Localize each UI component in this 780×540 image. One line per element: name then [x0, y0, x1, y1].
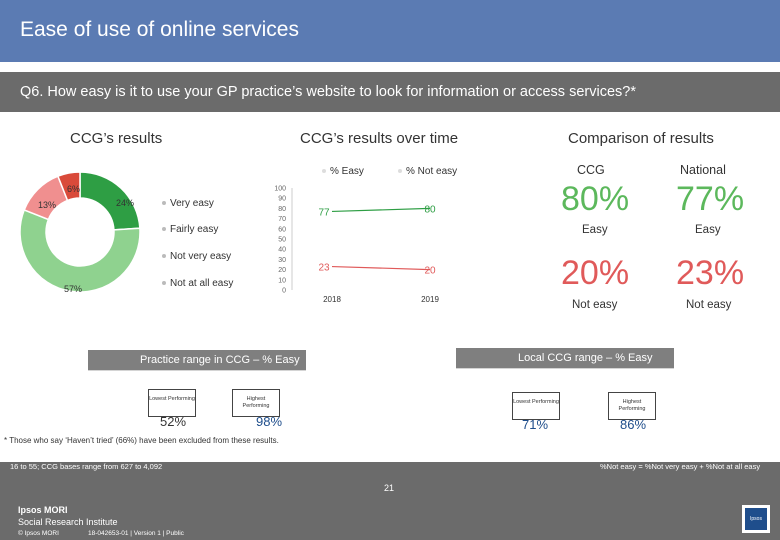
data-label-not-easy: 20	[424, 266, 436, 277]
comparison-national-label: National	[680, 163, 726, 177]
footer-def-line2: %Not easy = %Not very easy + %Not at all…	[600, 462, 761, 471]
ccg-over-time-heading: CCG’s results over time	[300, 130, 459, 147]
comparison-easy-ccg: 80%	[561, 180, 630, 218]
y-tick-label: 90	[278, 196, 286, 203]
line-legend-dot-easy	[322, 169, 326, 174]
comparison-not-easy-label-ccg: Not easy	[572, 299, 618, 311]
practice-highest-value: 98%	[256, 414, 283, 429]
legend-label: Very easy	[170, 198, 214, 209]
series-line-not-easy	[331, 265, 431, 271]
legend-not-very-easy: Not very easy	[162, 251, 231, 262]
donut-slice-fairly-easy	[19, 208, 141, 293]
footer-base-line2: 16 to 55; CCG bases range from 627 to 4,…	[10, 462, 163, 471]
y-tick-label: 0	[282, 288, 286, 295]
local-lowest-value: 71%	[522, 417, 549, 432]
footer-bar	[0, 462, 780, 540]
donut-label-very-easy: 24%	[116, 198, 134, 208]
title-bar	[0, 0, 780, 62]
ccg-results-heading: CCG’s results	[70, 130, 163, 147]
page-title: Ease of use of online services	[20, 18, 299, 41]
data-label-not-easy: 23	[318, 263, 330, 274]
y-tick-label: 70	[278, 216, 286, 223]
footnote: * Those who say ‘Haven’t tried’ (66%) ha…	[4, 436, 279, 445]
footer-base-line1: Base: All those completing a questionnai…	[10, 452, 509, 461]
local-range-title: Local CCG range – % Easy	[518, 352, 653, 364]
comparison-ccg-label: CCG	[577, 163, 605, 177]
line-chart: 0 10 20 30 40 50 60 70 80 90 100 2018 2019 77 80 23 20	[274, 186, 439, 305]
ipsos-logo-icon: Ipsos	[742, 505, 770, 533]
y-tick-label: 30	[278, 257, 286, 264]
data-label-easy: 80	[424, 204, 436, 215]
legend-label: Not at all easy	[170, 278, 234, 289]
comparison-heading: Comparison of results	[568, 130, 714, 147]
donut-chart: 24% 57% 13% 6%	[19, 171, 141, 294]
y-tick-label: 80	[278, 206, 286, 213]
legend-fairly-easy: Fairly easy	[162, 224, 218, 235]
donut-slice-not-at-all-easy	[56, 171, 81, 202]
y-tick-label: 100	[274, 186, 286, 193]
local-highest-value: 86%	[620, 417, 647, 432]
x-tick-label: 2018	[323, 295, 341, 304]
ipsos-logo-text: Ipsos	[745, 508, 767, 530]
line-legend-not-easy: % Not easy	[398, 166, 457, 177]
line-legend-label: % Easy	[330, 166, 364, 177]
donut-label-not-very-easy: 13%	[38, 200, 56, 210]
y-tick-label: 10	[278, 277, 286, 284]
comparison-not-easy-national: 23%	[676, 254, 745, 292]
y-tick-label: 60	[278, 226, 286, 233]
series-line-easy	[331, 207, 431, 213]
local-highest-box: Highest Performing	[608, 392, 656, 420]
y-tick-label: 20	[278, 267, 286, 274]
comparison-not-easy-label-national: Not easy	[686, 299, 732, 311]
footer-version: 18-042653-01 | Version 1 | Public	[88, 530, 184, 537]
comparison-easy-label-ccg: Easy	[582, 224, 608, 236]
practice-range-title: Practice range in CCG – % Easy	[140, 354, 300, 366]
x-tick-label: 2019	[421, 295, 439, 304]
legend-very-easy: Very easy	[162, 198, 214, 209]
footer-def-line1: %Easy = %Very easy + %Fairly easy	[600, 452, 723, 461]
donut-label-not-at-all-easy: 6%	[67, 184, 80, 194]
legend-dot-fairly-easy	[162, 227, 166, 232]
practice-highest-box: Highest Performing	[232, 389, 280, 417]
y-tick-label: 50	[278, 237, 286, 244]
line-legend-label: % Not easy	[406, 166, 458, 177]
question-bar	[0, 72, 780, 112]
footer-page-number: 21	[384, 483, 395, 493]
legend-label: Not very easy	[170, 251, 232, 262]
footer-org1: Ipsos MORI	[18, 505, 68, 515]
local-lowest-box: Lowest Performing	[512, 392, 560, 420]
line-legend-dot-not-easy	[398, 169, 402, 174]
donut-label-fairly-easy: 57%	[64, 284, 82, 294]
legend-dot-not-at-all-easy	[162, 281, 166, 286]
y-tick-label: 40	[278, 247, 286, 254]
practice-range-banner: Practice range in CCG – % Easy	[88, 350, 306, 370]
legend-not-at-all-easy: Not at all easy	[162, 278, 233, 289]
comparison-easy-national: 77%	[676, 180, 745, 218]
legend-dot-very-easy	[162, 201, 166, 206]
practice-lowest-value: 52%	[160, 414, 187, 429]
comparison-easy-label-national: Easy	[695, 224, 721, 236]
footer-org2: Social Research Institute	[18, 517, 118, 527]
comparison-not-easy-ccg: 20%	[561, 254, 630, 292]
legend-label: Fairly easy	[170, 224, 219, 235]
local-range-banner: Local CCG range – % Easy	[456, 348, 674, 368]
line-legend-easy: % Easy	[322, 166, 364, 177]
question-text: Q6. How easy is it to use your GP practi…	[20, 84, 636, 100]
practice-lowest-box: Lowest Performing	[148, 389, 196, 417]
footer-copyright: © Ipsos MORI	[18, 530, 59, 537]
data-label-easy: 77	[318, 207, 330, 218]
legend-dot-not-very-easy	[162, 254, 166, 259]
